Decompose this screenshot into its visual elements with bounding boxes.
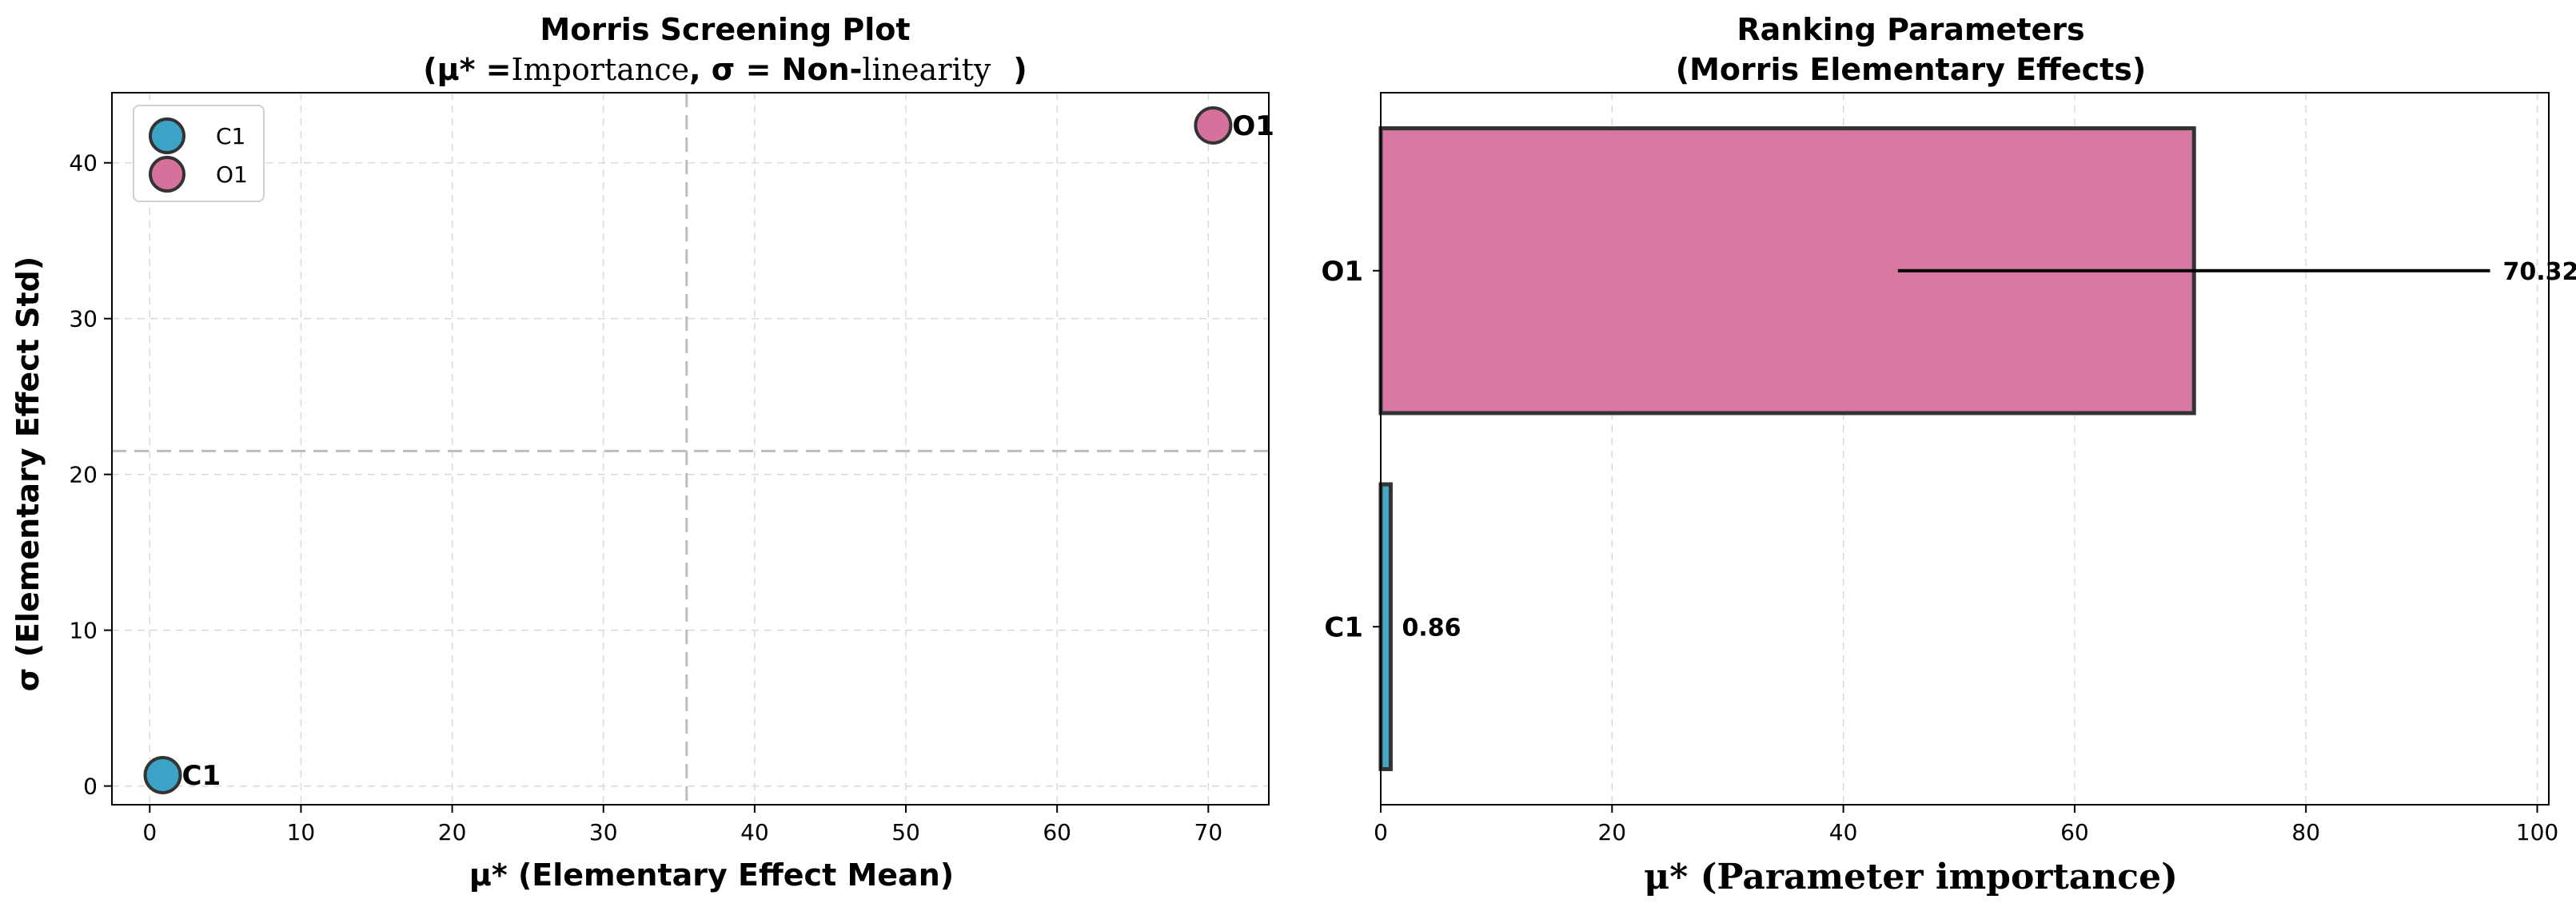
bar-x-tick-label: 40 (1829, 819, 1858, 845)
scatter-points: C1 O1 (143, 105, 1274, 794)
scatter-title-part-e: ) (1013, 52, 1027, 87)
scatter-title-part-c: , σ = Non- (689, 52, 862, 87)
bar-series: 0.86 70.32 (1378, 126, 2576, 771)
bar-x-ticks: 0 20 40 60 80 100 (1374, 805, 2558, 845)
legend-marker-o1 (149, 156, 185, 193)
bar-x-tick-label: 60 (2060, 819, 2089, 845)
scatter-y-tick-label: 10 (69, 618, 98, 644)
scatter-title-part-b: Importance (512, 52, 690, 87)
legend-label-c1: C1 (216, 123, 245, 149)
scatter-y-axis-label: σ (Elementary Effect Std) (10, 257, 46, 691)
bar-plot-frame (1380, 92, 2550, 806)
bar-category-label-c1: C1 (1324, 611, 1363, 643)
scatter-x-tick-label: 20 (438, 819, 467, 845)
bar-x-tick-label: 0 (1374, 819, 1388, 845)
bar-x-tick-label: 100 (2516, 819, 2558, 845)
bar-category-ticks: C1 O1 (1321, 256, 1381, 643)
scatter-point-c1 (143, 755, 182, 794)
scatter-x-axis-label: μ* (Elementary Effect Mean) (469, 857, 954, 893)
scatter-y-tick-label: 0 (83, 774, 98, 800)
scatter-legend: C1 O1 (133, 105, 265, 202)
legend-marker-c1 (149, 117, 185, 154)
scatter-x-tick-label: 50 (891, 819, 920, 845)
bar-value-label-c1: 0.86 (1402, 614, 1461, 642)
scatter-x-tick-label: 60 (1043, 819, 1071, 845)
bar-c1 (1378, 482, 1393, 771)
scatter-x-ticks: 0 10 20 30 40 50 60 70 (142, 805, 1222, 845)
bar-x-axis-label: μ* (Parameter importance) (1644, 857, 2178, 897)
scatter-title-line1: Morris Screening Plot (540, 12, 910, 47)
bar-chart: Ranking Parameters (Morris Elementary Ef… (1321, 12, 2576, 897)
scatter-chart: Morris Screening Plot (μ* =Importance, σ… (10, 12, 1274, 893)
scatter-point-o1 (1194, 105, 1233, 145)
scatter-point-label-c1: C1 (182, 760, 221, 792)
scatter-x-tick-label: 40 (740, 819, 769, 845)
scatter-x-tick-label: 30 (589, 819, 618, 845)
scatter-y-tick-label: 40 (69, 150, 98, 177)
scatter-reference-lines (112, 93, 1269, 805)
bar-category-label-o1: O1 (1321, 256, 1363, 288)
scatter-title-part-d: linearity (862, 52, 991, 87)
scatter-y-tick-label: 20 (69, 462, 98, 488)
bar-x-tick-label: 80 (2291, 819, 2320, 845)
scatter-x-tick-label: 10 (287, 819, 316, 845)
scatter-point-label-o1: O1 (1232, 110, 1274, 142)
bar-value-label-o1: 70.32 (2503, 258, 2576, 286)
legend-label-o1: O1 (216, 161, 248, 188)
scatter-y-ticks: 0 10 20 30 40 (69, 150, 112, 800)
scatter-x-tick-label: 70 (1194, 819, 1223, 845)
scatter-plot-frame (111, 92, 1270, 806)
bar-title-line1: Ranking Parameters (1737, 12, 2084, 47)
scatter-title-line2: (μ* =Importance, σ = Non-linearity) (423, 52, 1027, 87)
scatter-title-part-a: (μ* = (423, 52, 511, 87)
scatter-x-tick-label: 0 (142, 819, 157, 845)
scatter-y-tick-label: 30 (69, 306, 98, 332)
bar-title-line2: (Morris Elementary Effects) (1676, 52, 2147, 87)
bar-x-tick-label: 20 (1597, 819, 1626, 845)
scatter-gridlines (112, 93, 1269, 805)
